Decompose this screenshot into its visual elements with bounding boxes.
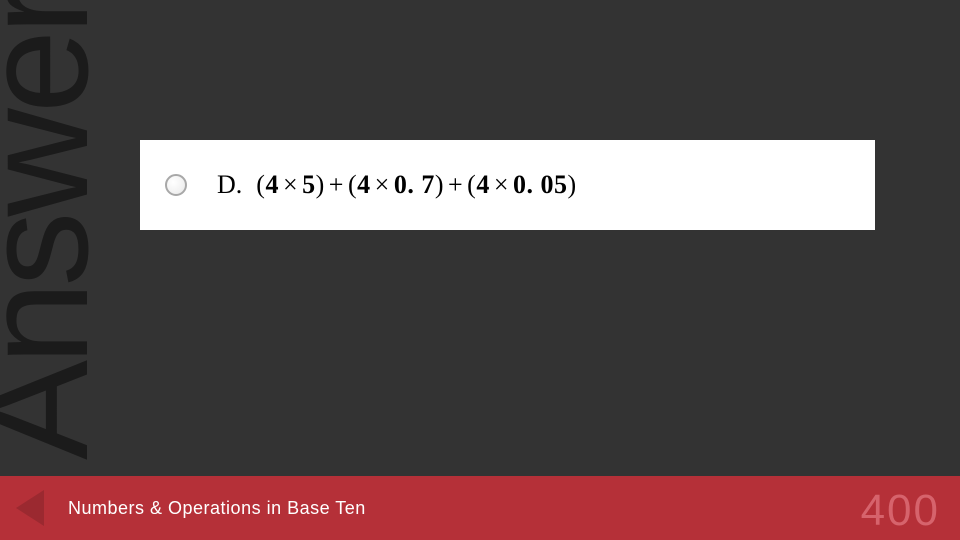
back-button[interactable] [0, 476, 64, 540]
math-expression: (4×5)+(4×0. 7)+(4×0. 05) [256, 170, 576, 200]
answer-slide: Answer D. (4×5)+(4×0. 7)+(4×0. 05) Numbe… [0, 0, 960, 540]
triangle-left-icon [10, 486, 54, 530]
radio-unchecked-icon [165, 174, 187, 196]
footer-bar: Numbers & Operations in Base Ten 400 [0, 476, 960, 540]
slide-type-label: Answer [0, 0, 110, 460]
option-letter: D. [217, 170, 242, 200]
points-value: 400 [861, 486, 940, 536]
category-label: Numbers & Operations in Base Ten [68, 498, 366, 519]
answer-option-box: D. (4×5)+(4×0. 7)+(4×0. 05) [140, 140, 875, 230]
